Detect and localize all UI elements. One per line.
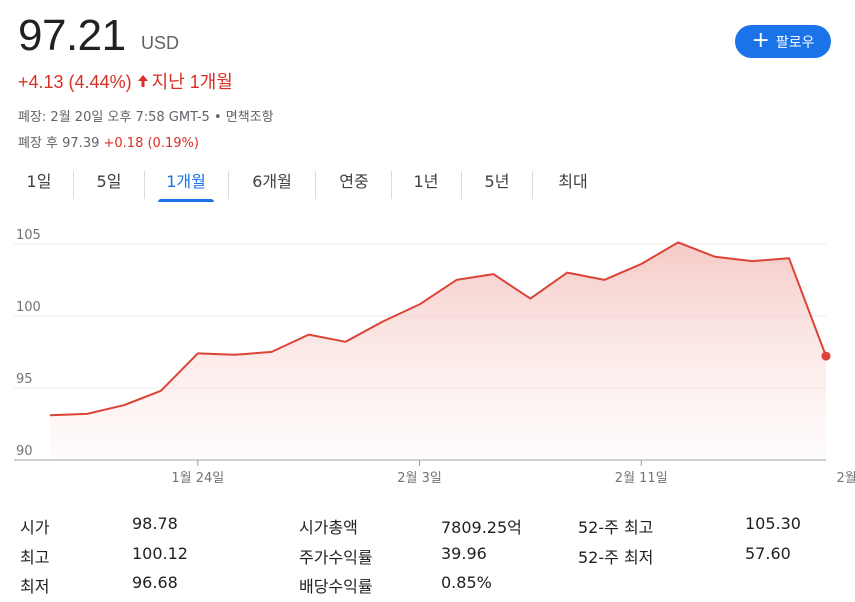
after-hours-info: 폐장 후 97.39 +0.18 (0.19%) bbox=[18, 132, 199, 151]
follow-button[interactable]: + 팔로우 bbox=[735, 25, 831, 58]
y-tick-label: 100 bbox=[16, 300, 41, 315]
price-chart[interactable]: 105 100 95 90 1월 24일 2월 3일 2월 11일 2월 20일 bbox=[0, 215, 855, 505]
x-tick-label: 2월 3일 bbox=[397, 471, 442, 486]
range-tabs: 1일 5일 1개월 6개월 연중 1년 5년 최대 bbox=[0, 168, 600, 204]
tab-1y[interactable]: 1년 bbox=[413, 172, 439, 191]
stat-label-open: 시가 bbox=[20, 518, 50, 537]
tab-separator bbox=[391, 171, 392, 199]
arrow-up-icon bbox=[137, 72, 149, 93]
x-tick-label: 1월 24일 bbox=[171, 471, 224, 486]
stat-label-low: 최저 bbox=[20, 577, 50, 596]
stat-label-high: 최고 bbox=[20, 548, 50, 567]
follow-label: 팔로우 bbox=[775, 34, 815, 51]
stat-label-pe-ratio: 주가수익률 bbox=[299, 548, 373, 567]
x-tick-label: 2월 11일 bbox=[615, 471, 668, 486]
y-tick-label: 90 bbox=[16, 444, 33, 459]
tab-separator bbox=[315, 171, 316, 199]
stat-label-52w-low: 52-주 최저 bbox=[578, 548, 654, 567]
stat-value-open: 98.78 bbox=[132, 514, 178, 533]
after-hours-label: 폐장 후 97.39 bbox=[18, 136, 100, 151]
after-hours-change: +0.18 (0.19%) bbox=[103, 136, 199, 151]
tab-separator bbox=[461, 171, 462, 199]
tab-5y[interactable]: 5년 bbox=[484, 172, 510, 191]
stat-value-dividend-yield: 0.85% bbox=[441, 573, 492, 592]
change-value: +4.13 (4.44%) bbox=[18, 72, 132, 92]
tab-1d[interactable]: 1일 bbox=[26, 172, 52, 191]
tab-5d[interactable]: 5일 bbox=[96, 172, 122, 191]
price-line bbox=[49, 241, 827, 417]
tab-separator bbox=[144, 171, 145, 199]
stat-value-market-cap: 7809.25억 bbox=[441, 518, 522, 537]
tab-6m[interactable]: 6개월 bbox=[252, 172, 292, 191]
stock-price: 97.21 bbox=[18, 11, 126, 60]
stat-label-dividend-yield: 배당수익률 bbox=[299, 577, 373, 596]
last-price-point bbox=[821, 351, 831, 361]
stat-value-high: 100.12 bbox=[132, 544, 188, 563]
tab-separator bbox=[228, 171, 229, 199]
price-area-fill bbox=[50, 242, 826, 460]
stat-value-pe-ratio: 39.96 bbox=[441, 544, 487, 563]
stat-value-52w-low: 57.60 bbox=[745, 544, 791, 563]
period-label: 지난 1개월 bbox=[151, 72, 233, 92]
close-info-text[interactable]: 폐장: 2월 20일 오후 7:58 GMT-5 • 면책조항 bbox=[18, 110, 274, 125]
tab-max[interactable]: 최대 bbox=[558, 172, 588, 191]
price-change: +4.13 (4.44%) 지난 1개월 bbox=[18, 68, 233, 94]
tab-separator bbox=[73, 171, 74, 199]
stat-label-52w-high: 52-주 최고 bbox=[578, 518, 654, 537]
x-tick-label: 2월 20일 bbox=[837, 471, 855, 486]
stat-value-low: 96.68 bbox=[132, 573, 178, 592]
tab-separator bbox=[532, 171, 533, 199]
stat-value-52w-high: 105.30 bbox=[745, 514, 801, 533]
close-info: 폐장: 2월 20일 오후 7:58 GMT-5 • 면책조항 bbox=[18, 106, 274, 125]
stat-label-market-cap: 시가총액 bbox=[299, 518, 358, 537]
tab-ytd[interactable]: 연중 bbox=[339, 172, 369, 191]
y-tick-label: 95 bbox=[16, 372, 33, 387]
tab-1m[interactable]: 1개월 bbox=[158, 168, 214, 204]
y-tick-label: 105 bbox=[16, 228, 41, 243]
currency-label: USD bbox=[141, 33, 180, 53]
plus-icon: + bbox=[751, 27, 770, 53]
